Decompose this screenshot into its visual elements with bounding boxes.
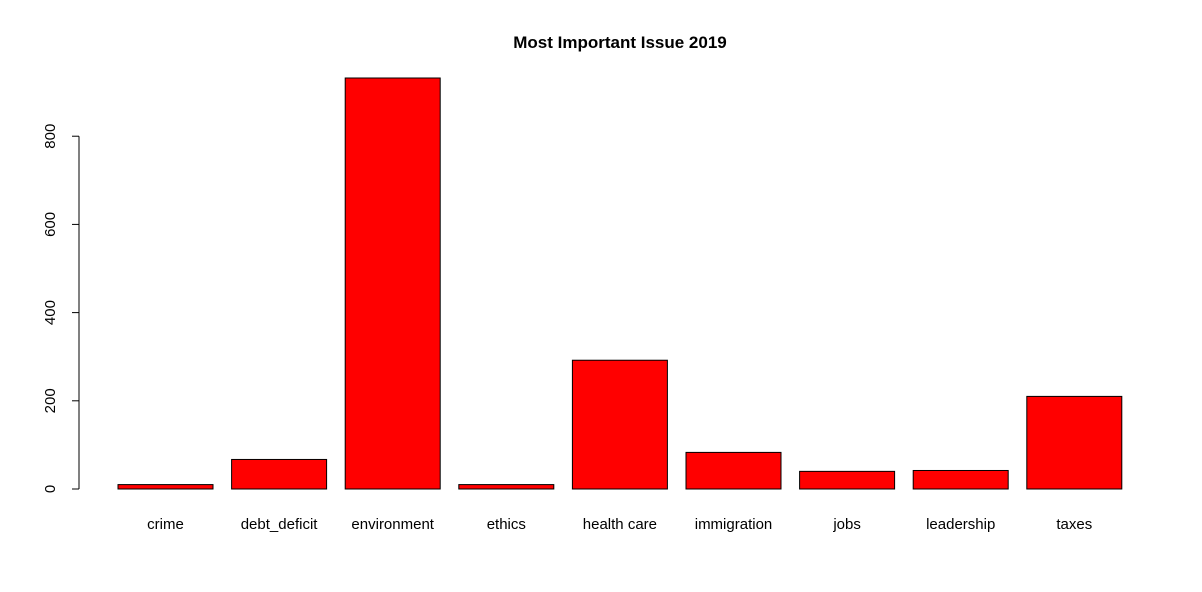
x-axis-labels: crime debt_deficit environment ethics health…: [147, 516, 1092, 533]
bar-jobs: [799, 470, 896, 490]
bar-health-care: [571, 359, 668, 490]
x-tick-label: debt_deficit: [241, 516, 319, 533]
bar-debt-deficit: [231, 458, 328, 490]
bar-crime: [117, 484, 214, 490]
x-tick-label: immigration: [695, 516, 773, 533]
bar-immigration: [685, 451, 782, 490]
y-tick-label: 800: [42, 124, 59, 149]
y-tick-label: 200: [42, 388, 59, 413]
x-tick-label: taxes: [1056, 516, 1092, 533]
x-tick-label: leadership: [926, 516, 995, 533]
y-tick-label: 400: [42, 300, 59, 325]
x-tick-label: jobs: [832, 516, 861, 533]
bar-taxes: [1026, 395, 1123, 490]
x-tick-label: environment: [351, 516, 434, 533]
bar-ethics: [458, 484, 555, 490]
y-axis: 0 200 400 600 800: [42, 124, 80, 493]
bar-environment: [344, 77, 441, 490]
chart-title: Most Important Issue 2019: [513, 33, 727, 52]
y-tick-label: 600: [42, 212, 59, 237]
bars: [117, 77, 1123, 490]
y-tick-label: 0: [42, 485, 59, 493]
x-tick-label: ethics: [487, 516, 526, 533]
bar-leadership: [912, 469, 1009, 490]
x-tick-label: crime: [147, 516, 184, 533]
x-tick-label: health care: [583, 516, 657, 533]
